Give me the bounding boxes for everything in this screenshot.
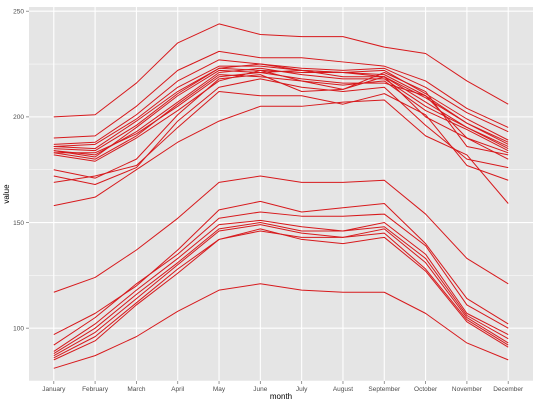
- series-line: [53, 211, 509, 346]
- series-line: [53, 91, 509, 183]
- x-tick-label: June: [253, 386, 267, 393]
- y-axis-ticks: 100 150 200 250: [13, 9, 29, 332]
- series-line: [53, 67, 509, 156]
- x-tick-label: November: [452, 386, 483, 393]
- x-tick-label: September: [368, 386, 401, 393]
- series-line: [53, 99, 509, 207]
- series-line: [53, 283, 509, 369]
- x-tick-label: December: [493, 386, 524, 393]
- series-line: [53, 222, 509, 354]
- x-tick-label: February: [82, 386, 109, 393]
- x-tick-label: July: [296, 386, 308, 393]
- x-tick-label: January: [42, 386, 66, 393]
- y-axis-title: value: [2, 184, 11, 204]
- series-line: [53, 59, 509, 145]
- series-line: [53, 50, 509, 139]
- series-line: [53, 228, 509, 361]
- x-tick-label: April: [171, 386, 185, 393]
- series-line: [53, 23, 509, 118]
- series-line: [53, 65, 509, 147]
- y-tick-label: 150: [13, 220, 24, 227]
- series-line: [53, 74, 509, 160]
- series-line: [53, 200, 509, 335]
- series-lines: [53, 23, 509, 369]
- x-tick-label: March: [127, 386, 145, 393]
- y-tick-label: 200: [13, 114, 24, 121]
- series-line: [53, 78, 509, 185]
- major-gridlines: [29, 7, 533, 381]
- x-tick-label: August: [333, 386, 353, 393]
- series-line: [53, 175, 509, 293]
- y-tick-label: 100: [13, 325, 24, 332]
- series-line: [53, 69, 509, 162]
- y-tick-label: 250: [13, 9, 24, 16]
- x-axis-ticks: January February March April May June July Augu…: [42, 381, 524, 393]
- series-line: [53, 219, 509, 352]
- x-axis-title: month: [270, 392, 292, 401]
- x-tick-label: October: [414, 386, 438, 393]
- series-line: [53, 224, 509, 357]
- x-tick-label: May: [213, 386, 226, 393]
